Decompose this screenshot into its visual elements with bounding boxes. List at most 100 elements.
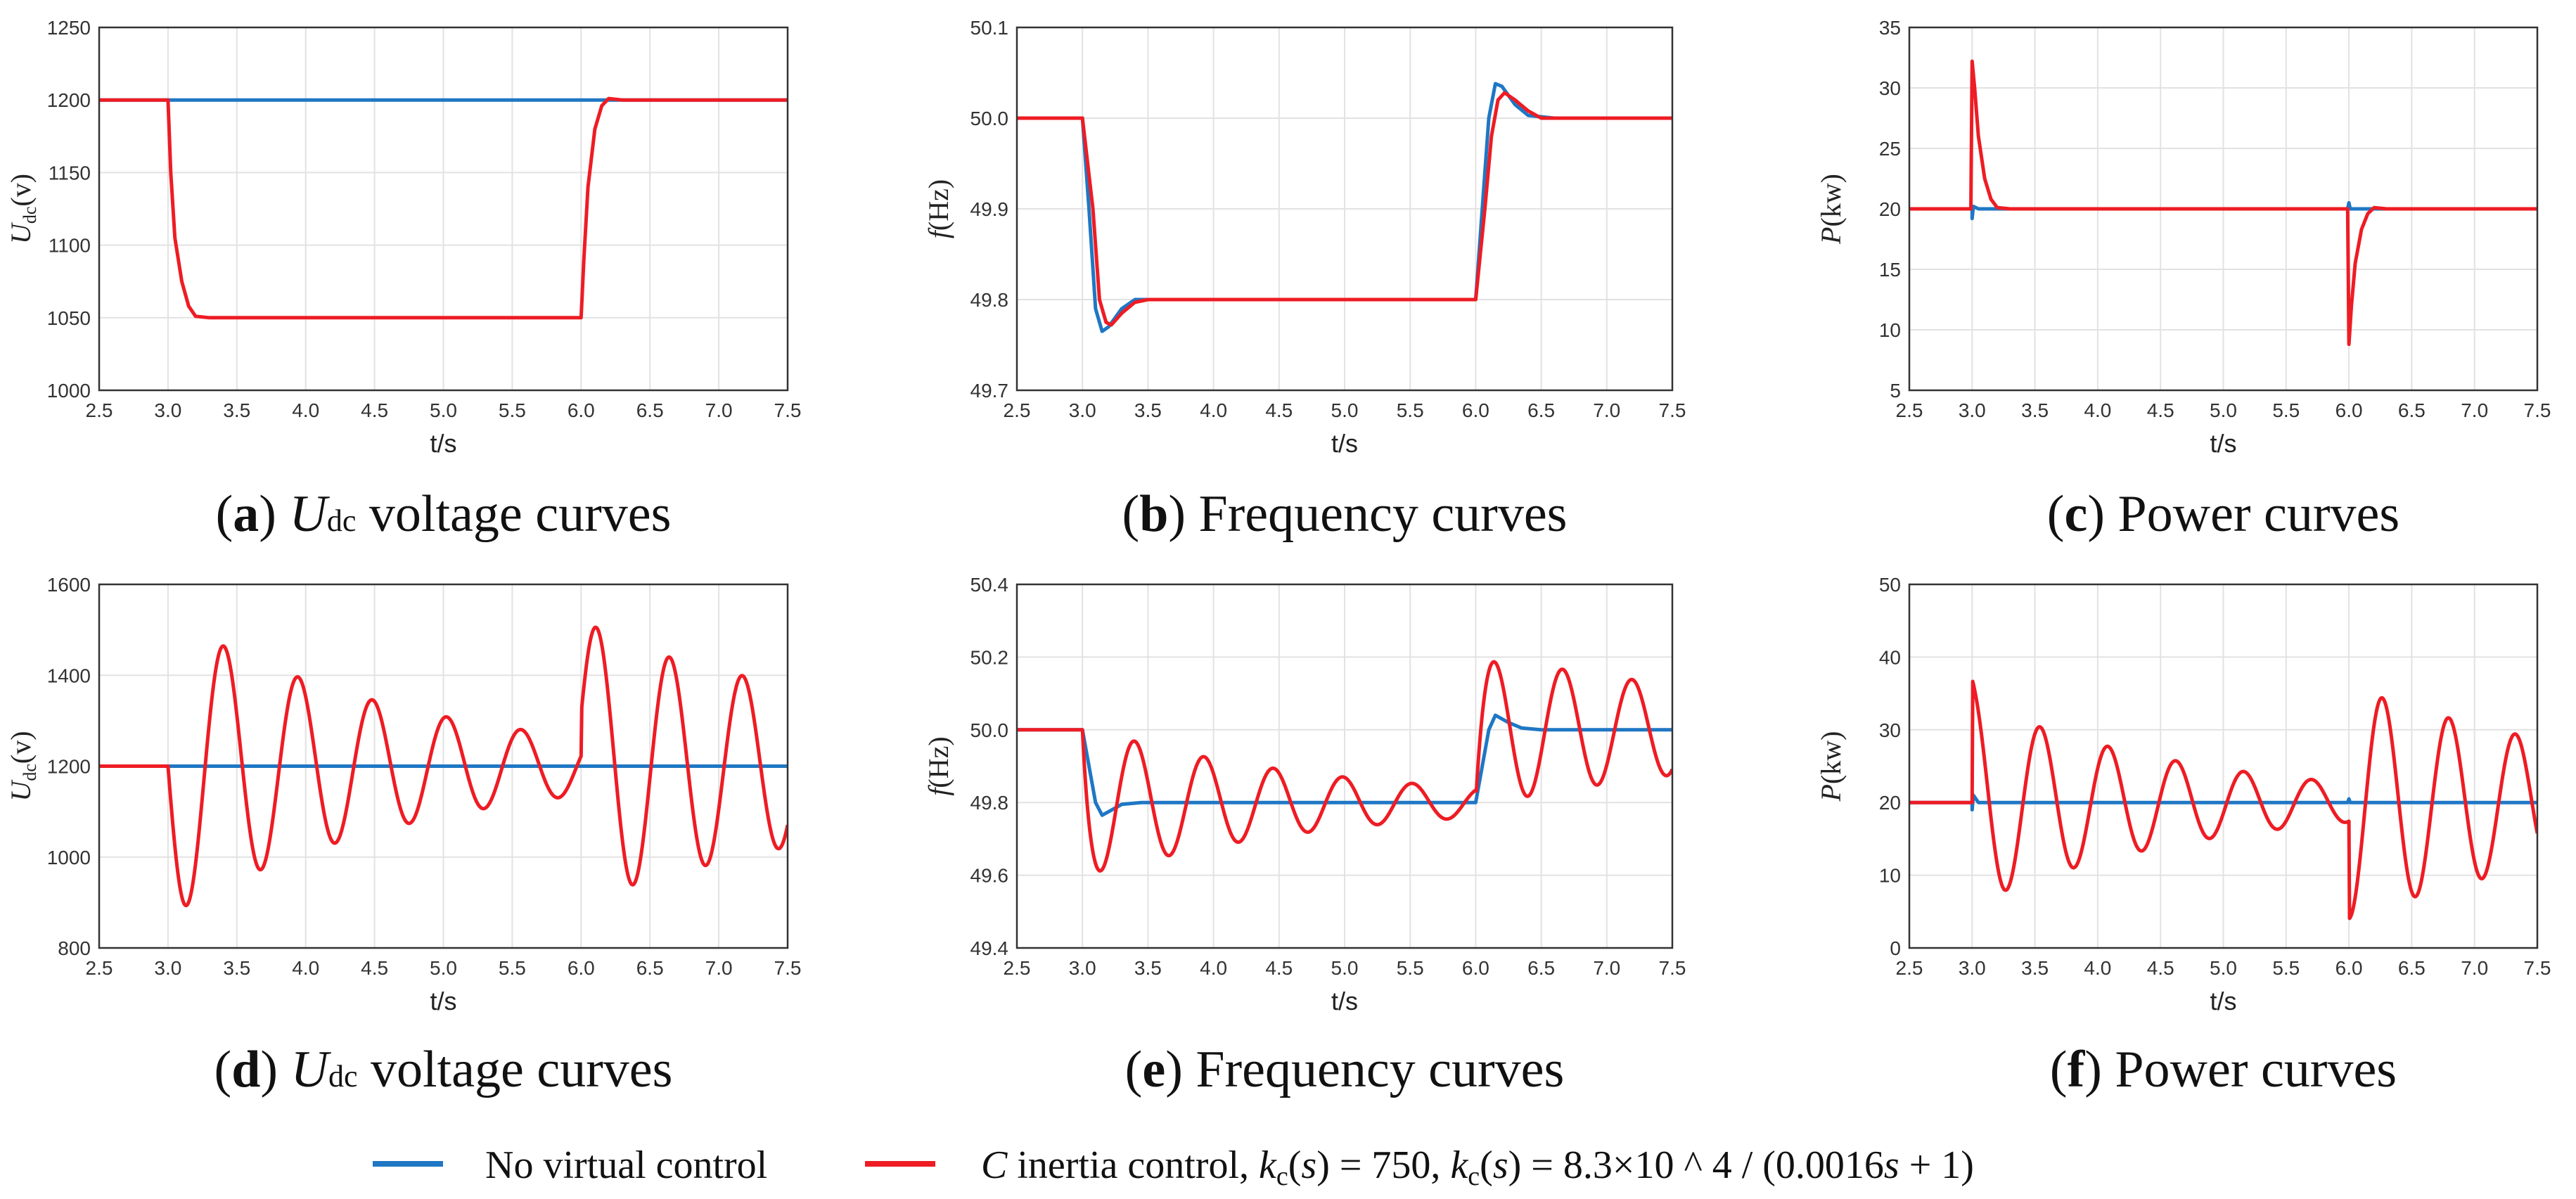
panel-caption: (b) Frequency curves xyxy=(1122,485,1568,543)
y-tick-label: 50 xyxy=(1879,574,1901,596)
y-tick-label: 1100 xyxy=(49,235,91,257)
x-tick-label: 7.5 xyxy=(2524,399,2551,421)
grid xyxy=(1016,584,1673,949)
x-axis-label: t/s xyxy=(2210,429,2236,458)
plot-frame xyxy=(98,583,789,949)
x-tick-label: 3.5 xyxy=(1134,957,1162,979)
x-tick-label: 7.0 xyxy=(705,399,733,421)
x-tick-label: 6.0 xyxy=(1462,957,1489,979)
y-tick-label: 0 xyxy=(1890,937,1901,959)
x-axis-label: t/s xyxy=(2210,987,2236,1015)
x-tick-label: 6.0 xyxy=(2335,957,2363,979)
x-tick-label: 3.0 xyxy=(1959,957,1986,979)
x-tick-label: 6.0 xyxy=(568,957,595,979)
y-axis-label: f(Hz) xyxy=(923,736,954,795)
grid xyxy=(1909,584,2538,949)
panel-caption: (d) Udc voltage curves xyxy=(214,1041,673,1098)
x-tick-label: 6.0 xyxy=(2335,399,2363,421)
y-tick-label: 35 xyxy=(1879,17,1901,39)
x-tick-label: 6.5 xyxy=(2398,957,2426,979)
x-axis-label: t/s xyxy=(430,987,456,1015)
x-tick-label: 3.0 xyxy=(1069,957,1096,979)
x-tick-label: 2.5 xyxy=(1896,399,1923,421)
y-tick-label: 30 xyxy=(1879,77,1901,99)
y-tick-label: 50.2 xyxy=(970,646,1009,668)
series-c-inertia-control xyxy=(1909,679,2537,921)
y-tick-label: 49.9 xyxy=(970,198,1009,220)
x-tick-label: 2.5 xyxy=(1004,957,1031,979)
y-axis-label: Udc(v) xyxy=(5,174,40,244)
y-tick-label: 40 xyxy=(1879,646,1901,668)
y-tick-label: 10 xyxy=(1879,319,1901,341)
y-tick-label: 20 xyxy=(1879,198,1901,220)
y-tick-label: 1200 xyxy=(47,756,91,778)
x-tick-label: 7.0 xyxy=(2461,957,2488,979)
y-tick-label: 50.0 xyxy=(970,719,1009,741)
x-tick-label: 5.0 xyxy=(430,957,457,979)
x-tick-label: 4.5 xyxy=(2147,399,2174,421)
y-tick-label: 15 xyxy=(1879,259,1901,281)
x-tick-label: 3.0 xyxy=(1069,399,1096,421)
x-tick-label: 3.5 xyxy=(223,957,250,979)
y-tick-label: 50.4 xyxy=(970,574,1009,596)
chart-panel-b: 2.5 3.0 3.5 4.0 4.5 5.0 5.5 6.0 6.5 7.0 7.5 49.7 49.… xyxy=(923,17,1686,543)
panel-caption: (c) Power curves xyxy=(2047,485,2399,543)
x-tick-label: 4.0 xyxy=(292,957,319,979)
y-tick-label: 30 xyxy=(1879,719,1901,741)
x-tick-label: 5.0 xyxy=(430,399,457,421)
x-tick-label: 2.5 xyxy=(86,957,113,979)
x-tick-label: 6.0 xyxy=(568,399,595,421)
chart-panel-f: 2.5 3.0 3.5 4.0 4.5 5.0 5.5 6.0 6.5 7.0 7.5 0 10 20 30… xyxy=(1815,574,2551,1098)
y-tick-label: 1250 xyxy=(47,17,91,39)
x-tick-label: 4.0 xyxy=(292,399,319,421)
series-c-inertia-control xyxy=(99,96,788,320)
x-tick-label: 3.0 xyxy=(1959,399,1986,421)
x-tick-label: 5.5 xyxy=(2272,957,2300,979)
x-tick-label: 6.5 xyxy=(636,399,664,421)
x-tick-label: 3.5 xyxy=(2021,399,2049,421)
x-tick-label: 5.5 xyxy=(499,399,526,421)
chart-panel-e: 2.5 3.0 3.5 4.0 4.5 5.0 5.5 6.0 6.5 7.0 7.5 49.4 49.… xyxy=(923,574,1686,1098)
y-tick-label: 49.4 xyxy=(970,937,1009,959)
x-tick-label: 7.0 xyxy=(1593,399,1620,421)
series-no-virtual-control xyxy=(1017,713,1672,817)
y-tick-label: 50.1 xyxy=(970,17,1009,39)
plot-frame xyxy=(1908,583,2539,949)
x-tick-label: 5.0 xyxy=(1331,399,1359,421)
plot-frame xyxy=(1015,26,1674,392)
x-tick-label: 4.0 xyxy=(2084,399,2111,421)
x-tick-label: 4.0 xyxy=(2084,957,2111,979)
y-tick-label: 5 xyxy=(1890,380,1901,402)
x-tick-label: 6.5 xyxy=(2398,399,2426,421)
y-tick-label: 25 xyxy=(1879,138,1901,160)
series-no-virtual-control xyxy=(1909,793,2537,812)
x-tick-label: 4.5 xyxy=(2147,957,2174,979)
plot-frame xyxy=(1015,583,1674,949)
y-tick-label: 1200 xyxy=(47,89,91,111)
x-tick-label: 5.0 xyxy=(1331,957,1359,979)
y-tick-label: 49.8 xyxy=(970,792,1009,814)
x-tick-label: 3.5 xyxy=(223,399,250,421)
x-tick-label: 5.0 xyxy=(2210,399,2237,421)
y-tick-label: 50.0 xyxy=(970,108,1009,129)
x-axis-label: t/s xyxy=(1331,987,1358,1015)
x-tick-label: 7.0 xyxy=(2461,399,2488,421)
x-tick-label: 3.0 xyxy=(154,399,181,421)
x-tick-label: 7.5 xyxy=(1659,399,1686,421)
chart-panel-c: 2.5 3.0 3.5 4.0 4.5 5.0 5.5 6.0 6.5 7.0 7.5 5 10 15 20… xyxy=(1815,17,2551,543)
x-tick-label: 7.5 xyxy=(1659,957,1686,979)
x-tick-label: 5.5 xyxy=(2272,399,2300,421)
x-tick-label: 4.0 xyxy=(1200,399,1227,421)
x-tick-label: 2.5 xyxy=(1004,399,1031,421)
y-tick-label: 1400 xyxy=(47,665,91,686)
x-tick-label: 5.5 xyxy=(499,957,526,979)
y-tick-label: 49.7 xyxy=(970,380,1009,402)
x-tick-label: 6.5 xyxy=(1527,957,1555,979)
x-axis-label: t/s xyxy=(1331,429,1358,458)
plot-frame xyxy=(98,26,789,392)
legend-label-c-inertia: C inertia control, kc(s) = 750, kc(s) = … xyxy=(981,1143,1974,1191)
y-axis-label: f(Hz) xyxy=(923,179,954,238)
x-tick-label: 6.5 xyxy=(1527,399,1555,421)
y-tick-label: 1600 xyxy=(47,574,91,596)
